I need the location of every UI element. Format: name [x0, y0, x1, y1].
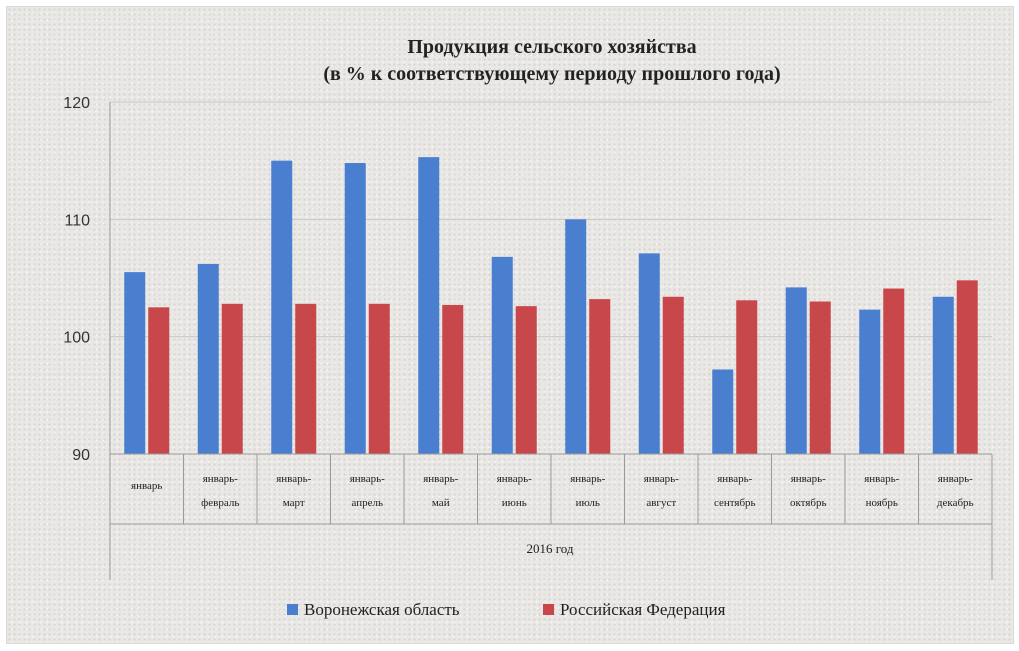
bar-russia-12 — [956, 280, 978, 454]
bar-russia-5 — [442, 304, 464, 454]
x-tick-label: январь-октябрь — [790, 473, 827, 509]
bar-voronezh-2 — [197, 263, 219, 454]
x-group-label: 2016 год — [527, 541, 574, 556]
legend-label: Воронежская область — [304, 600, 460, 619]
bar-voronezh-1 — [124, 272, 146, 454]
x-tick-label: январь-апрель — [350, 473, 385, 509]
bar-voronezh-10 — [785, 287, 807, 454]
legend-label: Российская Федерация — [560, 600, 726, 619]
axis-layer: 90 100 110 120 январь январь-февраль январь-ма… — [63, 95, 993, 580]
legend: Воронежская область Российская Федерация — [287, 600, 726, 619]
x-tick-label: январь-май — [423, 473, 458, 509]
x-tick-label: январь — [131, 480, 162, 492]
bar-russia-11 — [883, 288, 905, 454]
chart-title: Продукция сельского хозяйства — [407, 36, 696, 58]
bar-voronezh-8 — [638, 253, 660, 454]
y-tick-label: 110 — [64, 212, 90, 229]
x-tick-label: январь-март — [276, 473, 311, 509]
x-tick-label: январь-февраль — [201, 473, 239, 509]
bar-russia-9 — [736, 300, 758, 454]
bar-voronezh-12 — [932, 296, 954, 454]
x-tick-label: январь-ноябрь — [864, 473, 899, 509]
x-tick-label: январь-август — [644, 473, 679, 509]
x-tick-label: январь-июль — [570, 473, 605, 509]
bars-layer — [124, 157, 978, 454]
bar-russia-6 — [515, 306, 537, 454]
bar-voronezh-11 — [859, 309, 881, 454]
bar-voronezh-7 — [565, 219, 587, 454]
bar-russia-7 — [589, 299, 611, 454]
legend-swatch — [543, 604, 554, 615]
y-tick-label: 100 — [63, 330, 90, 347]
chart-subtitle: (в % к соответствующему периоду прошлого… — [323, 63, 780, 85]
y-tick-label: 120 — [63, 95, 90, 112]
bar-voronezh-3 — [271, 160, 293, 454]
x-tick-label: январь-июнь — [497, 473, 532, 509]
bar-russia-3 — [295, 303, 317, 454]
bar-russia-2 — [221, 303, 243, 454]
y-tick-label: 90 — [72, 447, 90, 464]
x-tick-label: январь-декабрь — [937, 473, 974, 509]
legend-swatch — [287, 604, 298, 615]
bar-voronezh-4 — [344, 163, 366, 454]
bar-voronezh-9 — [712, 369, 734, 454]
bar-russia-4 — [368, 303, 390, 454]
bar-russia-1 — [148, 307, 170, 454]
bar-russia-10 — [809, 301, 831, 454]
x-tick-label: январь-сентябрь — [714, 473, 756, 509]
bar-voronezh-5 — [418, 157, 440, 454]
bar-voronezh-6 — [491, 256, 513, 454]
bar-russia-8 — [662, 296, 684, 454]
